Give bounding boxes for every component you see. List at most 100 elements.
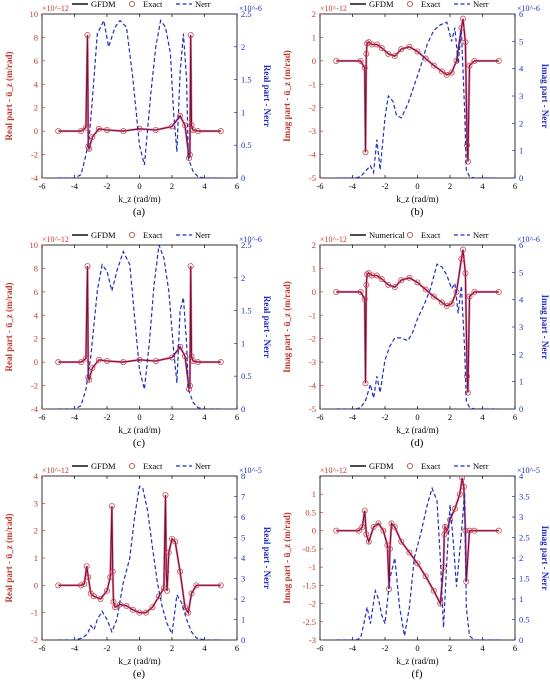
y-left-tick-label: 10 (30, 240, 39, 250)
left-exponent: ×10^-12 (320, 466, 347, 475)
y-right-tick-label: 1 (519, 377, 523, 387)
y-right-tick-label: 4 (519, 64, 524, 74)
plot-area (55, 245, 224, 409)
legend-swatch-marker (128, 0, 136, 8)
x-tick-label: -6 (316, 181, 323, 191)
plot-area (55, 485, 224, 640)
x-tick-label: 0 (415, 181, 419, 191)
y-left-tick-label: -2 (309, 599, 316, 609)
legend-label: Exact (421, 461, 441, 471)
y-left-tick-label: -5 (309, 173, 316, 183)
x-tick-label: 2 (448, 643, 452, 653)
y-left-tick-label: 3 (34, 498, 38, 508)
exact-series-line (336, 249, 499, 393)
y-right-axis-label: Real part - Nerr (262, 65, 272, 127)
exact-marker (375, 520, 382, 527)
legend-label: Nerr (473, 461, 489, 471)
y-right-tick-label: 1 (241, 338, 245, 348)
y-left-tick-label: -4 (309, 150, 317, 160)
exact-marker (422, 573, 429, 580)
x-tick-label: -4 (349, 643, 357, 653)
x-tick-label: 0 (137, 412, 141, 422)
x-tick-label: -2 (381, 181, 388, 191)
left-exponent: ×10^-12 (320, 4, 347, 13)
nerr-series-line (336, 21, 499, 178)
y-left-tick-label: -1 (31, 608, 38, 618)
x-tick-label: 4 (202, 412, 207, 422)
y-right-tick-label: 3 (519, 91, 523, 101)
exact-marker (430, 62, 437, 69)
panel-caption: (f) (412, 668, 423, 680)
plot-area (55, 18, 224, 178)
x-axis-label: k_z (rad/m) (118, 656, 160, 666)
x-axis-label: k_z (rad/m) (118, 425, 160, 435)
gfdm-series-line (58, 266, 221, 390)
y-left-tick-label: 1 (312, 263, 316, 273)
x-tick-label: 0 (137, 643, 141, 653)
panel-f: -6 -4 -2 0 2 4 6 -3 -2.5 -2 -1.5 -1 -0.5 0 0.5 1 0 0.5 1 1.… (282, 461, 550, 680)
left-exponent: ×10^-12 (42, 466, 69, 475)
y-right-tick-label: 4 (519, 471, 524, 481)
y-left-tick-label: 8 (34, 32, 38, 42)
legend-label: Exact (421, 230, 441, 240)
legend-label: GFDM (369, 0, 394, 9)
legend-label: Exact (143, 0, 163, 9)
y-right-tick-label: 0.5 (241, 140, 252, 150)
y-right-tick-label: 7 (241, 492, 245, 502)
right-exponent: ×10^-5 (517, 466, 540, 475)
legend-label: GFDM (91, 0, 116, 9)
y-left-tick-label: 6 (34, 287, 38, 297)
gfdm-series-line (58, 495, 221, 615)
y-right-tick-label: 3.5 (519, 492, 530, 502)
y-right-tick-label: 4 (519, 295, 524, 305)
panel-c: -6 -4 -2 0 2 4 6-4-2024681000.511.522.5×10^-12… (4, 230, 272, 449)
y-right-tick-label: 2 (241, 42, 245, 52)
y-right-tick-label: 0 (519, 404, 523, 414)
y-right-tick-label: 5 (519, 267, 523, 277)
y-left-tick-label: 1 (312, 32, 316, 42)
y-left-tick-label: 2 (34, 334, 38, 344)
y-right-tick-label: 1.5 (241, 306, 252, 316)
x-tick-label: -2 (381, 412, 388, 422)
y-right-tick-label: 2 (241, 273, 245, 283)
plot-area (333, 246, 502, 409)
x-tick-label: -4 (71, 181, 79, 191)
y-right-tick-label: 0 (241, 404, 245, 414)
nerr-series-line (58, 18, 221, 178)
y-right-axis-label: Imag part - Nerr (540, 64, 550, 129)
y-right-tick-label: 1 (519, 594, 523, 604)
y-left-tick-label: 0 (34, 580, 38, 590)
y-left-tick-label: 4 (34, 471, 39, 481)
x-tick-label: -6 (38, 181, 45, 191)
legend-label: GFDM (91, 230, 116, 240)
y-right-tick-label: 2 (241, 594, 245, 604)
exact-marker (438, 299, 445, 306)
legend-label: Nerr (195, 230, 211, 240)
right-exponent: ×10^-5 (239, 466, 262, 475)
legend-label: Exact (421, 0, 441, 9)
y-right-tick-label: 5 (241, 533, 245, 543)
y-left-tick-label: -1.5 (303, 580, 316, 590)
y-right-tick-label: 2 (519, 118, 523, 128)
x-tick-label: 0 (137, 181, 141, 191)
exact-marker (414, 560, 421, 567)
y-left-tick-label: -5 (309, 404, 316, 414)
x-tick-label: -2 (103, 181, 110, 191)
y-left-tick-label: 1 (34, 553, 38, 563)
y-right-tick-label: 0.5 (519, 615, 530, 625)
y-left-tick-label: 0 (312, 526, 316, 536)
x-tick-label: 4 (202, 181, 207, 191)
legend: Numerical Exact Nerr (350, 230, 489, 240)
x-tick-label: 2 (170, 412, 174, 422)
legend: GFDM Exact Nerr (72, 0, 211, 9)
right-exponent: ×10^-6 (517, 235, 540, 244)
y-right-tick-label: 3 (519, 512, 523, 522)
legend-swatch-marker (406, 0, 414, 8)
panel-caption: (a) (133, 206, 146, 218)
y-right-tick-label: 3 (519, 322, 523, 332)
y-left-axis-label: Imag part - ū_z (m/rad) (282, 281, 292, 373)
exact-series-line (336, 477, 499, 608)
x-tick-label: -6 (316, 643, 323, 653)
exact-marker (443, 302, 450, 309)
